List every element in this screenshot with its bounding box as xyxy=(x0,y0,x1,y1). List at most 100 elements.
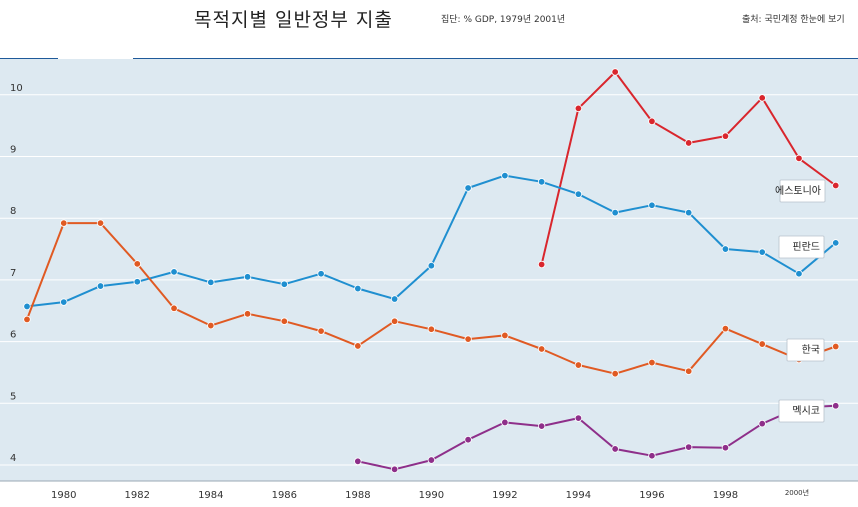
x-tick-label: 1996 xyxy=(639,490,664,501)
data-point-mexico[interactable] xyxy=(648,452,656,460)
series-label-estonia: 에스토니아 xyxy=(775,185,821,197)
data-point-korea[interactable] xyxy=(648,358,656,367)
data-point-mexico[interactable] xyxy=(537,422,546,430)
x-tick-label: 1980 xyxy=(51,490,76,501)
data-point-finland[interactable] xyxy=(280,280,289,288)
data-point-estonia[interactable] xyxy=(574,104,583,113)
data-point-finland[interactable] xyxy=(574,190,583,198)
data-point-mexico[interactable] xyxy=(354,457,362,465)
series-label-box-mexico xyxy=(778,399,825,423)
y-tick-label: 6 xyxy=(10,330,16,341)
data-point-mexico[interactable] xyxy=(684,443,693,451)
series-label-finland: 핀란드 xyxy=(792,241,820,253)
data-point-finland[interactable] xyxy=(60,298,68,306)
data-point-korea[interactable] xyxy=(427,325,436,333)
x-tick-label: 1990 xyxy=(419,490,444,501)
data-point-korea[interactable] xyxy=(133,260,141,268)
data-point-finland[interactable] xyxy=(648,201,656,209)
data-point-finland[interactable] xyxy=(207,278,215,287)
data-point-estonia[interactable] xyxy=(611,68,619,76)
header-divider xyxy=(0,58,858,59)
data-point-finland[interactable] xyxy=(427,262,436,270)
x-tick-label: 1986 xyxy=(272,490,297,501)
data-point-estonia[interactable] xyxy=(684,139,693,147)
line-chart: 4 5 6 7 8 9 10 1980 1982 1984 1986 1988 1990 1992 1994… xyxy=(0,59,858,501)
data-point-finland[interactable] xyxy=(684,208,693,217)
data-point-korea[interactable] xyxy=(684,367,693,375)
data-point-korea[interactable] xyxy=(832,342,840,351)
data-point-finland[interactable] xyxy=(537,178,546,186)
data-point-mexico[interactable] xyxy=(390,465,399,474)
x-tick-label: 1988 xyxy=(345,490,370,501)
data-point-korea[interactable] xyxy=(96,219,105,227)
x-tick-label-last: 2000년 xyxy=(785,488,809,497)
y-tick-label: 9 xyxy=(10,145,16,156)
x-tick-label: 1994 xyxy=(566,490,591,501)
data-point-mexico[interactable] xyxy=(832,402,840,410)
x-tick-label: 1998 xyxy=(713,490,738,501)
data-point-finland[interactable] xyxy=(501,171,509,180)
data-point-estonia[interactable] xyxy=(648,117,656,126)
data-point-estonia[interactable] xyxy=(832,181,840,190)
data-point-finland[interactable] xyxy=(795,270,803,278)
series-label-korea: 한국 xyxy=(802,344,820,356)
data-point-mexico[interactable] xyxy=(427,456,436,464)
x-tick-label: 1992 xyxy=(492,490,517,501)
data-point-korea[interactable] xyxy=(721,324,730,333)
series-label-box-korea xyxy=(786,338,825,362)
plot-area xyxy=(0,59,858,481)
data-point-finland[interactable] xyxy=(317,270,325,278)
data-point-finland[interactable] xyxy=(611,208,619,217)
source-link[interactable]: 출처: 국민계정 한눈에 보기 xyxy=(742,15,845,25)
data-point-finland[interactable] xyxy=(354,284,362,293)
data-point-finland[interactable] xyxy=(721,245,730,253)
data-point-finland[interactable] xyxy=(96,282,105,290)
y-tick-label: 7 xyxy=(10,268,16,279)
data-point-finland[interactable] xyxy=(832,239,840,247)
x-tick-label: 1984 xyxy=(198,490,223,501)
data-point-mexico[interactable] xyxy=(464,436,472,444)
chart-subtitle: 집단: % GDP, 1979년 2001년 xyxy=(441,15,566,25)
y-tick-label: 5 xyxy=(10,391,16,402)
data-point-korea[interactable] xyxy=(611,369,619,378)
data-point-finland[interactable] xyxy=(23,302,31,311)
data-point-korea[interactable] xyxy=(390,317,399,325)
data-point-korea[interactable] xyxy=(23,315,31,324)
data-point-korea[interactable] xyxy=(574,361,583,369)
data-point-korea[interactable] xyxy=(243,310,252,318)
data-point-finland[interactable] xyxy=(464,184,472,192)
data-point-finland[interactable] xyxy=(170,268,178,276)
y-tick-label: 10 xyxy=(10,83,23,94)
data-point-finland[interactable] xyxy=(133,278,141,286)
data-point-korea[interactable] xyxy=(537,345,546,353)
data-point-estonia[interactable] xyxy=(721,132,730,140)
data-point-korea[interactable] xyxy=(354,342,362,350)
data-point-mexico[interactable] xyxy=(721,444,730,452)
header-tab xyxy=(58,57,133,60)
data-point-mexico[interactable] xyxy=(501,418,509,427)
series-line-mexico xyxy=(357,404,836,471)
data-point-estonia[interactable] xyxy=(758,94,766,102)
data-point-korea[interactable] xyxy=(758,340,766,348)
data-point-korea[interactable] xyxy=(280,317,289,325)
data-point-finland[interactable] xyxy=(390,295,399,303)
x-tick-label: 1982 xyxy=(125,490,150,501)
data-point-mexico[interactable] xyxy=(574,414,583,422)
data-point-estonia[interactable] xyxy=(795,154,803,163)
series-label-box-finland xyxy=(778,235,825,259)
chart-title: 목적지별 일반정부 지출 xyxy=(194,9,393,31)
data-point-finland[interactable] xyxy=(758,248,766,256)
data-point-korea[interactable] xyxy=(501,331,509,340)
data-point-mexico[interactable] xyxy=(758,419,766,428)
y-tick-label: 4 xyxy=(10,453,16,464)
data-point-korea[interactable] xyxy=(60,219,68,227)
data-point-korea[interactable] xyxy=(207,321,215,330)
data-point-mexico[interactable] xyxy=(611,445,619,453)
data-point-finland[interactable] xyxy=(243,273,252,281)
data-point-korea[interactable] xyxy=(317,327,325,335)
data-point-estonia[interactable] xyxy=(537,260,546,269)
data-point-korea[interactable] xyxy=(464,335,472,343)
data-point-korea[interactable] xyxy=(170,304,178,312)
series-label-box-estonia xyxy=(779,179,826,203)
y-tick-label: 8 xyxy=(10,206,16,217)
